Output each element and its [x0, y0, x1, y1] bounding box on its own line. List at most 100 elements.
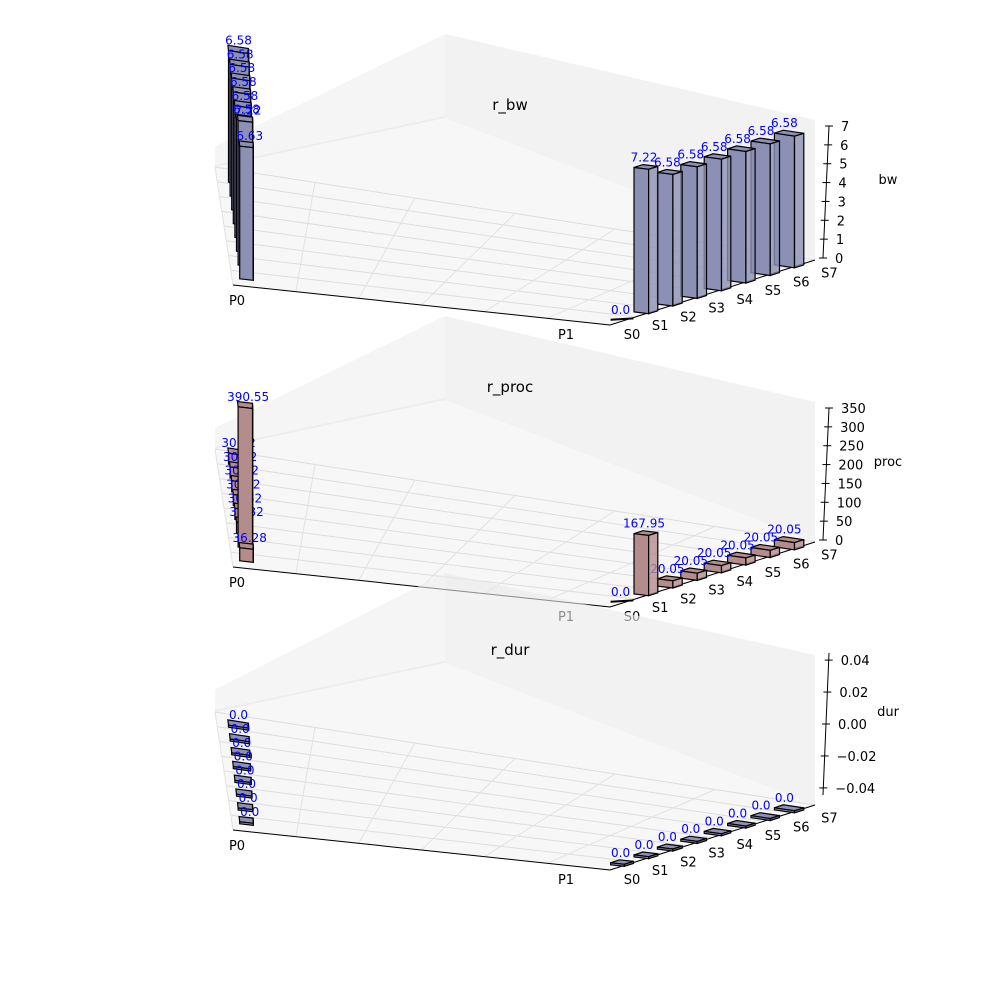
data-label: 6.58	[724, 132, 751, 146]
z-tick-label: 0.04	[841, 654, 870, 669]
bar-side	[769, 546, 781, 559]
y-tick-label: S0	[624, 873, 641, 888]
data-label: 0.0	[658, 830, 677, 844]
z-tick-label: 100	[837, 496, 862, 511]
chart-title: r_bw	[492, 96, 527, 115]
chart-title: r_dur	[491, 641, 531, 660]
bar-side	[720, 829, 732, 837]
bar-3d	[703, 153, 732, 292]
bar-side	[769, 814, 781, 822]
bar-3d	[633, 163, 659, 315]
bar-3d	[235, 788, 253, 799]
chart-title: r_proc	[487, 378, 533, 397]
z-axis-line	[822, 407, 830, 541]
z-tick-label: 0	[835, 252, 843, 267]
data-label: 0.0	[775, 791, 794, 805]
y-tick-label: S6	[793, 275, 810, 290]
bar-flat	[610, 317, 634, 321]
back-wall-x	[215, 573, 445, 712]
back-wall-x	[215, 34, 445, 167]
bar-3d	[656, 168, 683, 307]
y-tick-label: S4	[737, 293, 754, 308]
bar-front	[239, 547, 254, 563]
x-axis-line	[232, 829, 611, 871]
data-label: 0.0	[239, 791, 258, 805]
data-label: 20.05	[650, 562, 684, 576]
data-label: 0.0	[232, 736, 251, 750]
bar-3d	[680, 567, 708, 582]
bar-3d	[230, 746, 251, 759]
y-tick-label: S2	[680, 592, 697, 607]
bar-side	[769, 140, 781, 277]
bar-3d	[773, 804, 805, 814]
y-tick-label: S6	[793, 820, 810, 835]
bar-front	[239, 145, 254, 281]
data-label: 7.22	[235, 104, 262, 118]
x-tick-label: P0	[229, 294, 245, 309]
data-label: 20.05	[767, 523, 801, 537]
data-label: 0.0	[229, 708, 248, 722]
data-label: 0.0	[634, 838, 653, 852]
z-tick-label: 3	[838, 195, 846, 210]
back-wall-y	[445, 573, 815, 805]
bar-3d	[656, 575, 683, 589]
bar-side	[745, 554, 756, 566]
z-tick-label: 4	[838, 177, 846, 192]
bar-side	[793, 807, 805, 814]
floor-pane	[215, 663, 815, 870]
y-axis-line	[609, 259, 816, 326]
bar-3d	[232, 760, 252, 772]
bar-side	[720, 155, 732, 292]
bar-3d	[680, 835, 708, 845]
x-tick-label: P0	[229, 576, 245, 591]
bar-side	[793, 132, 805, 269]
bar-3d	[236, 802, 254, 813]
bar-3d	[238, 815, 255, 826]
z-tick-label: 1	[836, 233, 844, 248]
bar-side	[647, 852, 659, 860]
z-tick-label: −0.02	[837, 750, 877, 765]
bar-side	[696, 569, 708, 582]
bar-3d	[750, 812, 781, 822]
data-label: 6.58	[230, 75, 257, 89]
data-label: 0.0	[681, 822, 700, 836]
x-axis-line	[232, 284, 611, 326]
y-tick-label: S7	[821, 549, 838, 564]
y-tick-label: S1	[652, 864, 669, 879]
data-label: 20.05	[697, 546, 731, 560]
y-tick-label: S5	[765, 566, 782, 581]
data-label: 0.0	[611, 303, 630, 317]
data-label: 167.95	[623, 517, 665, 531]
bar-3d	[750, 137, 781, 277]
z-tick-label: 6	[840, 139, 848, 154]
y-tick-label: S7	[821, 267, 838, 282]
bar-side	[623, 860, 635, 868]
data-label: 36.28	[233, 531, 267, 545]
y-tick-label: S3	[708, 847, 725, 862]
bar-3d	[726, 145, 756, 284]
x-tick-label: P1	[558, 873, 574, 888]
bar-3d	[656, 843, 683, 852]
bar-front	[656, 578, 674, 589]
z-tick-label: −0.04	[835, 782, 875, 797]
data-label: 0.0	[240, 805, 259, 819]
z-tick-label: 50	[836, 515, 853, 530]
z-tick-label: 250	[839, 440, 864, 455]
data-label: 6.58	[654, 155, 681, 169]
z-tick-label: 7	[841, 120, 849, 135]
bar-3d	[750, 543, 781, 559]
data-label: 6.58	[225, 34, 252, 48]
data-label: 20.05	[720, 538, 754, 552]
bar-3d	[233, 774, 253, 786]
z-axis-label: dur	[877, 705, 899, 720]
bar-flat	[610, 599, 634, 603]
bar-side	[672, 577, 683, 589]
bar-front	[633, 166, 650, 315]
bar-side	[696, 837, 708, 845]
back-wall-x	[215, 316, 445, 449]
bar-side	[647, 531, 659, 597]
y-tick-label: S2	[680, 310, 697, 325]
data-label: 0.0	[231, 722, 250, 736]
data-label: 6.58	[233, 103, 260, 117]
z-axis-label: bw	[879, 173, 898, 188]
